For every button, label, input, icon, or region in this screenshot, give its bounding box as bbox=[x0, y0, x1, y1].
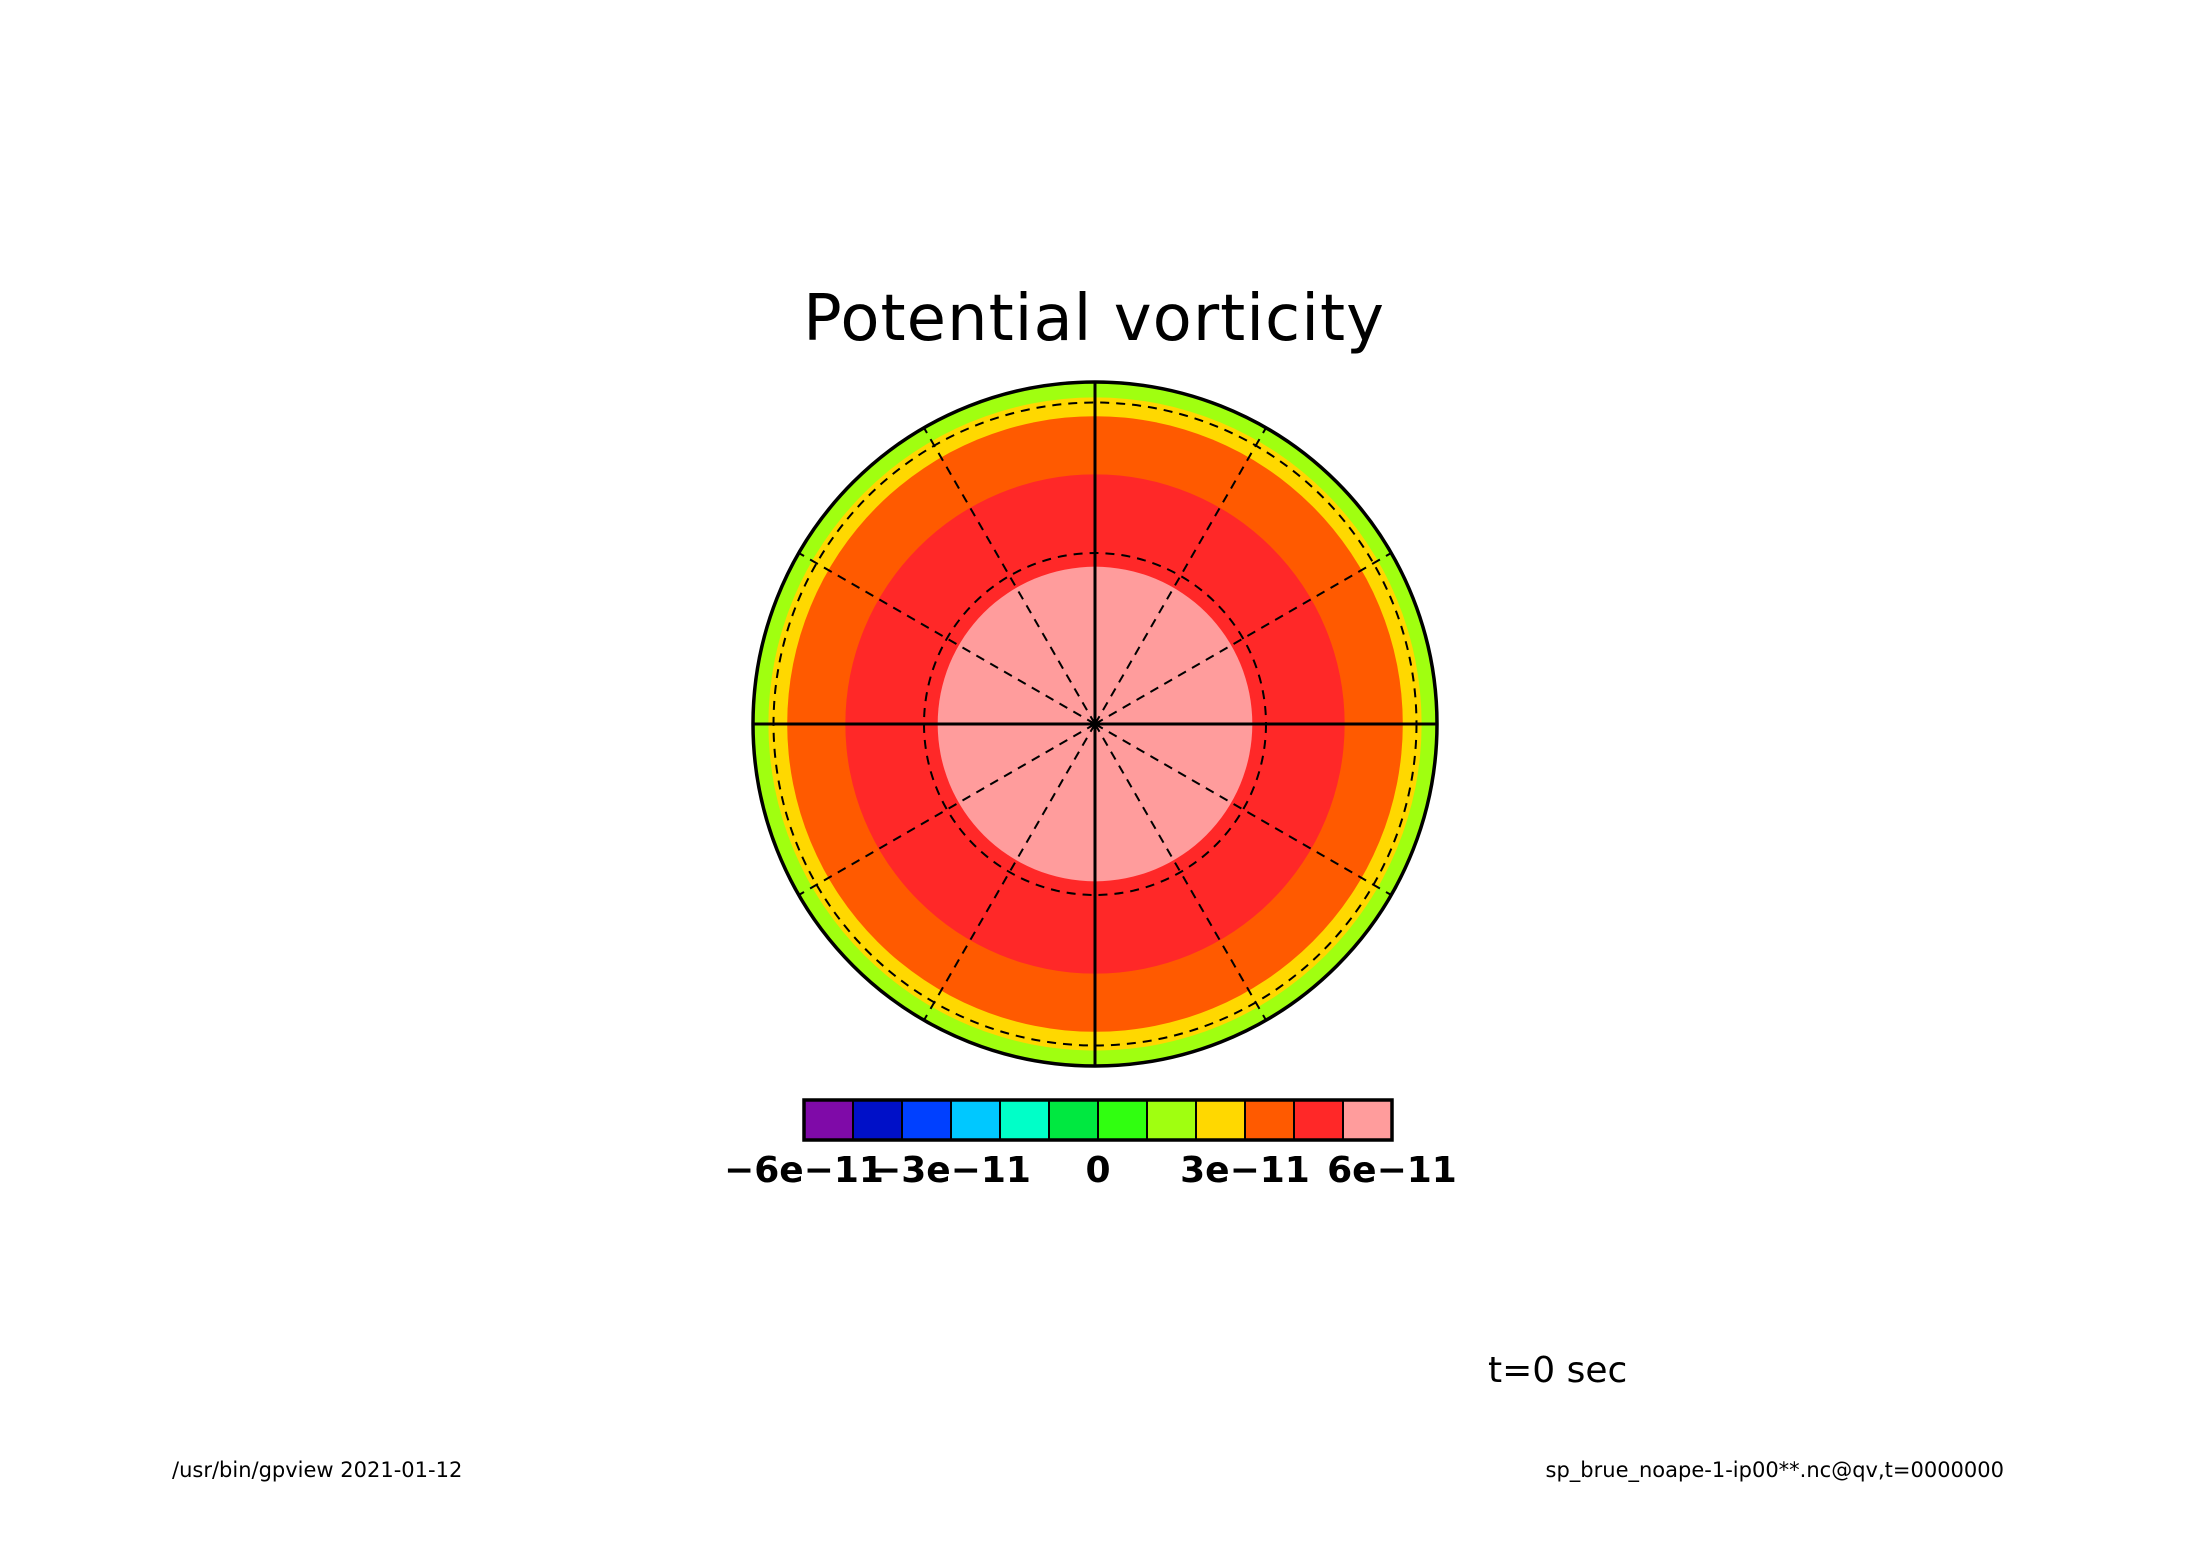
colorbar-swatch-4 bbox=[999, 1099, 1050, 1141]
colorbar-swatch-0 bbox=[803, 1099, 854, 1141]
colorbar-border bbox=[802, 1098, 1394, 1142]
meridian-120 bbox=[923, 427, 1096, 725]
chart-title: Potential vorticity bbox=[803, 282, 1385, 356]
colorbar-tick-label: −6e−11 bbox=[724, 1150, 884, 1191]
meridian-60 bbox=[1094, 427, 1267, 725]
footer-right-label: sp_brue_noape-1-ip00**.nc@qv,t=0000000 bbox=[1545, 1458, 2004, 1482]
meridian-240 bbox=[923, 723, 1096, 1021]
colorbar-swatch-2 bbox=[901, 1099, 952, 1141]
colorbar-swatch-9 bbox=[1244, 1099, 1295, 1141]
meridian-300 bbox=[1094, 723, 1267, 1021]
colorbar-tick-label: 0 bbox=[1085, 1150, 1111, 1191]
disc-border bbox=[751, 380, 1439, 1068]
meridian-30 bbox=[1094, 552, 1392, 725]
colorbar-swatch-5 bbox=[1048, 1099, 1099, 1141]
meridian-150 bbox=[798, 552, 1096, 725]
meridian-330 bbox=[1094, 723, 1392, 896]
colorbar-swatch-10 bbox=[1293, 1099, 1344, 1141]
meridian-210 bbox=[798, 723, 1096, 896]
colorbar-tick-label: 6e−11 bbox=[1327, 1150, 1457, 1191]
colorbar-swatch-7 bbox=[1146, 1099, 1197, 1141]
colorbar-swatch-11 bbox=[1342, 1099, 1393, 1141]
colorbar-tick-label: 3e−11 bbox=[1180, 1150, 1310, 1191]
colorbar-swatch-8 bbox=[1195, 1099, 1246, 1141]
time-label: t=0 sec bbox=[1488, 1350, 1628, 1391]
colorbar-tick-label: −3e−11 bbox=[871, 1150, 1031, 1191]
colorbar-swatch-6 bbox=[1097, 1099, 1148, 1141]
colorbar-swatch-1 bbox=[852, 1099, 903, 1141]
footer-left-label: /usr/bin/gpview 2021-01-12 bbox=[172, 1458, 463, 1482]
colorbar-swatch-3 bbox=[950, 1099, 1001, 1141]
